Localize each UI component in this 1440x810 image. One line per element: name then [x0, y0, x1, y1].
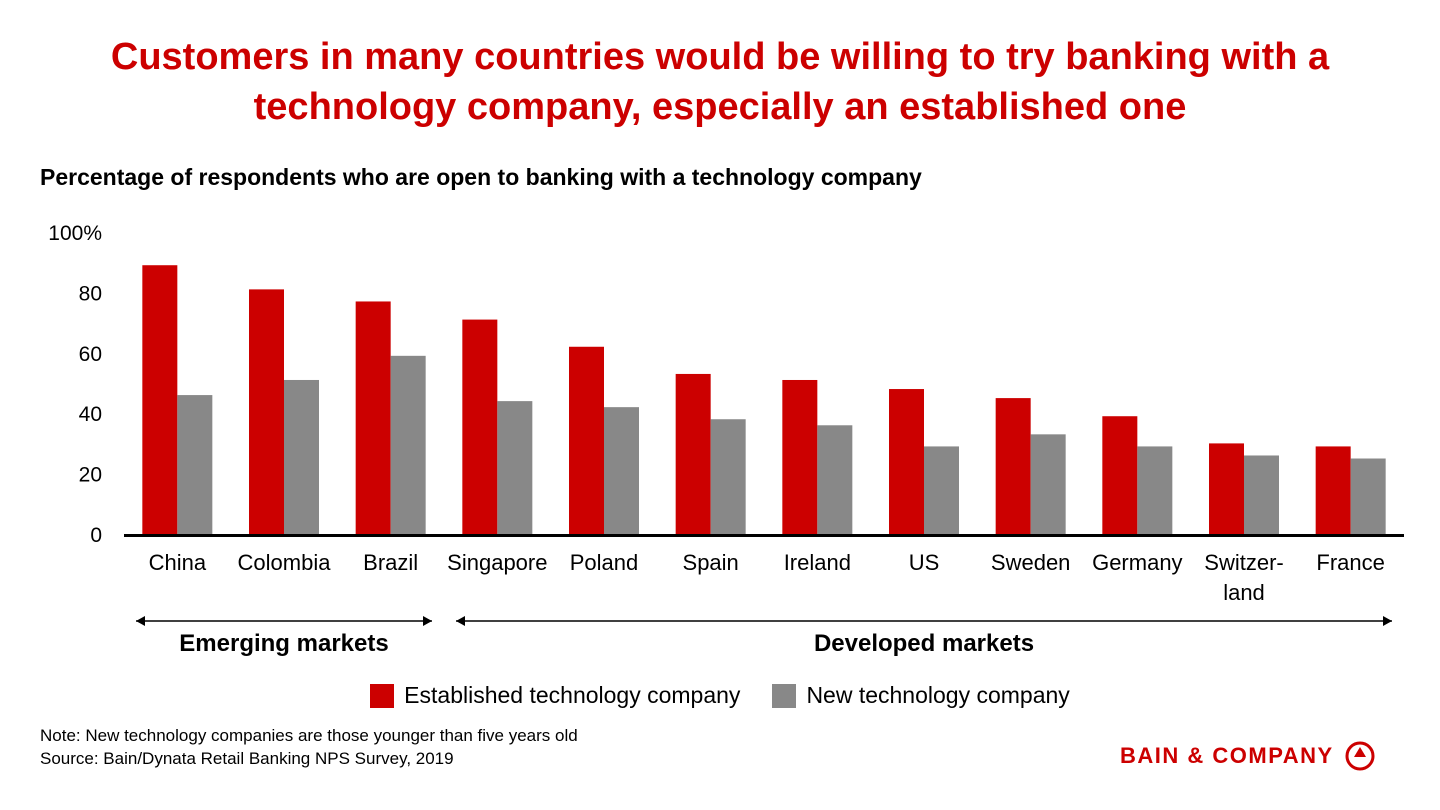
note-text: Note: New technology companies are those…	[40, 726, 578, 745]
bar-new	[284, 379, 319, 534]
legend-item-new: New technology company	[772, 682, 1070, 709]
bar-established	[1102, 416, 1138, 534]
bar-new	[1244, 455, 1279, 534]
x-tick-label: Switzer-land	[1204, 550, 1283, 605]
y-tick-label: 80	[79, 282, 102, 305]
arrow-left-icon	[136, 616, 145, 626]
bar-established	[889, 389, 924, 534]
title-line-1: Customers in many countries would be wil…	[110, 36, 1330, 78]
chart-title: Customers in many countries would be wil…	[0, 32, 1440, 132]
bar-established	[1209, 443, 1244, 534]
market-groups: Emerging markets Developed markets	[136, 616, 1392, 657]
group-label: Developed markets	[814, 630, 1034, 657]
legend-swatch-new	[772, 683, 797, 708]
logo-mark-icon	[1345, 741, 1375, 771]
y-tick-label: 0	[90, 524, 102, 547]
y-tick-label: 60	[79, 343, 102, 366]
bar-new	[390, 355, 426, 534]
legend: Established technology company New techn…	[0, 682, 1440, 709]
x-tick-label: France	[1316, 550, 1384, 575]
bar-established	[142, 265, 178, 534]
bars	[142, 265, 1386, 534]
x-tick-label: Germany	[1092, 550, 1182, 575]
x-tick-label: Poland	[570, 550, 639, 575]
bar-new	[710, 419, 746, 534]
legend-item-established: Established technology company	[370, 682, 740, 709]
x-tick-label: Singapore	[447, 550, 547, 575]
bar-chart: 0 20 40 60 80 100% China Colombia Brazil Singapo…	[48, 222, 1404, 657]
bar-new	[817, 425, 853, 534]
arrow-right-icon	[1383, 616, 1392, 626]
company-logo: BAIN & COMPANY	[1120, 740, 1376, 772]
bar-new	[604, 407, 639, 534]
bar-established	[355, 301, 391, 534]
chart-subtitle: Percentage of respondents who are open t…	[40, 164, 922, 190]
bar-established	[675, 373, 711, 534]
bar-new	[497, 401, 533, 534]
legend-label-established: Established technology company	[404, 682, 741, 708]
source-text: Source: Bain/Dynata Retail Banking NPS S…	[40, 749, 454, 768]
bar-established	[995, 398, 1031, 534]
group-label: Emerging markets	[179, 630, 388, 657]
x-tick-label: Sweden	[991, 550, 1071, 575]
x-tick-label: Ireland	[784, 550, 851, 575]
title-line-2: technology company, especially an establ…	[253, 86, 1187, 128]
bar-new	[1350, 458, 1386, 534]
bar-established	[249, 289, 284, 534]
legend-swatch-established	[370, 683, 395, 708]
logo-text: BAIN & COMPANY	[1120, 743, 1334, 768]
bar-new	[1030, 434, 1066, 534]
y-tick-label: 20	[79, 464, 102, 487]
x-tick-label: US	[909, 550, 940, 575]
bar-new	[1137, 446, 1173, 534]
bar-new	[924, 446, 959, 534]
x-axis-labels: China Colombia Brazil Singapore Poland Spain I…	[149, 550, 1385, 605]
x-tick-label: Spain	[683, 550, 739, 575]
y-tick-label: 40	[79, 403, 102, 426]
bar-new	[177, 395, 213, 534]
bar-established	[569, 346, 604, 534]
arrow-right-icon	[423, 616, 432, 626]
x-tick-label: China	[149, 550, 207, 575]
x-tick-label: Brazil	[363, 550, 418, 575]
arrow-left-icon	[456, 616, 465, 626]
legend-label-new: New technology company	[806, 682, 1070, 708]
y-axis: 0 20 40 60 80 100%	[48, 222, 102, 547]
bar-established	[1315, 446, 1351, 534]
y-tick-label: 100%	[48, 222, 102, 245]
footnote: Note: New technology companies are those…	[40, 724, 578, 770]
bar-established	[782, 379, 818, 534]
bar-established	[462, 319, 498, 534]
x-tick-label: Colombia	[238, 550, 332, 575]
